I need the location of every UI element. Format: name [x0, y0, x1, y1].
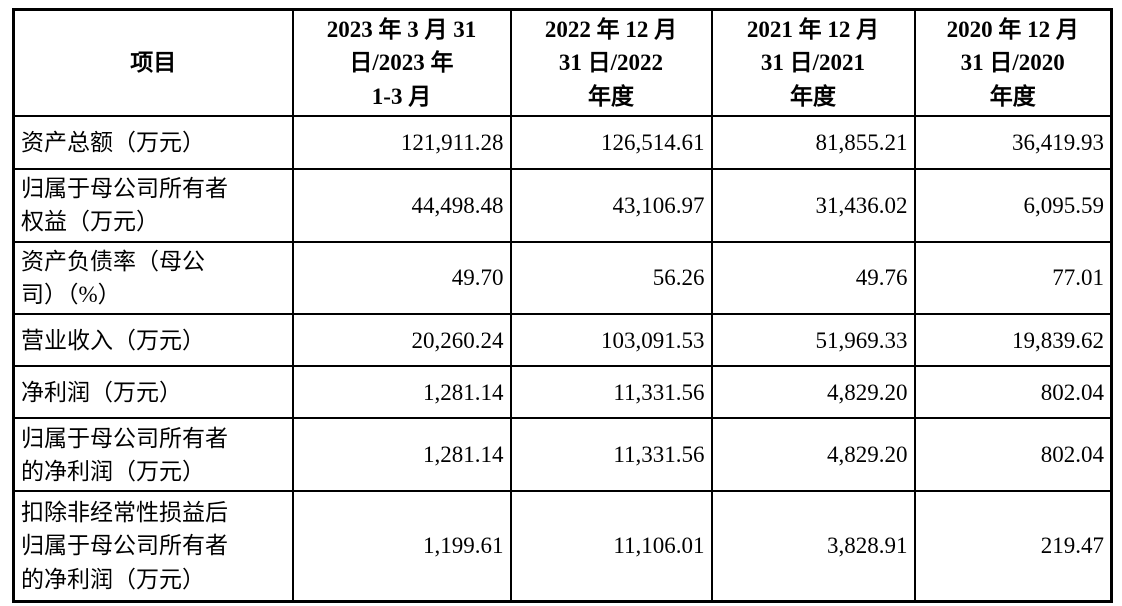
table-row-debt-ratio: 资产负债率（母公 司）（%） 49.70 56.26 49.76 77.01 — [12, 240, 1113, 316]
cell-value: 1,281.14 — [291, 365, 512, 420]
financial-summary-table: 项目 2023 年 3 月 31 日/2023 年 1-3 月 2022 年 1… — [12, 8, 1113, 603]
header-cell-period-2023: 2023 年 3 月 31 日/2023 年 1-3 月 — [291, 8, 512, 118]
table-row-revenue: 营业收入（万元） 20,260.24 103,091.53 51,969.33 … — [12, 313, 1113, 368]
row-label: 净利润（万元） — [12, 365, 294, 420]
cell-value: 121,911.28 — [291, 115, 512, 171]
row-label: 营业收入（万元） — [12, 313, 294, 368]
cell-value: 11,106.01 — [509, 490, 713, 603]
cell-value: 3,828.91 — [710, 490, 916, 603]
cell-value: 4,829.20 — [710, 417, 916, 493]
header-cell-period-2020: 2020 年 12 月 31 日/2020 年度 — [913, 8, 1113, 118]
header-cell-item: 项目 — [12, 8, 294, 118]
cell-value: 44,498.48 — [291, 168, 512, 243]
cell-value: 1,281.14 — [291, 417, 512, 493]
cell-value: 49.70 — [291, 240, 512, 316]
table-row-total-assets: 资产总额（万元） 121,911.28 126,514.61 81,855.21… — [12, 115, 1113, 171]
cell-value: 11,331.56 — [509, 365, 713, 420]
header-row: 项目 2023 年 3 月 31 日/2023 年 1-3 月 2022 年 1… — [12, 8, 1113, 118]
cell-value: 11,331.56 — [509, 417, 713, 493]
cell-value: 802.04 — [913, 365, 1113, 420]
cell-value: 4,829.20 — [710, 365, 916, 420]
cell-value: 31,436.02 — [710, 168, 916, 243]
row-label: 扣除非经常性损益后 归属于母公司所有者 的净利润（万元） — [12, 490, 294, 603]
cell-value: 103,091.53 — [509, 313, 713, 368]
table-row-parent-equity: 归属于母公司所有者 权益（万元） 44,498.48 43,106.97 31,… — [12, 168, 1113, 243]
table-row-deducted-net-profit: 扣除非经常性损益后 归属于母公司所有者 的净利润（万元） 1,199.61 11… — [12, 490, 1113, 603]
header-cell-period-2021: 2021 年 12 月 31 日/2021 年度 — [710, 8, 916, 118]
table-row-net-profit: 净利润（万元） 1,281.14 11,331.56 4,829.20 802.… — [12, 365, 1113, 420]
row-label: 归属于母公司所有者 权益（万元） — [12, 168, 294, 243]
cell-value: 219.47 — [913, 490, 1113, 603]
cell-value: 49.76 — [710, 240, 916, 316]
cell-value: 1,199.61 — [291, 490, 512, 603]
cell-value: 36,419.93 — [913, 115, 1113, 171]
row-label: 资产负债率（母公 司）（%） — [12, 240, 294, 316]
cell-value: 81,855.21 — [710, 115, 916, 171]
cell-value: 19,839.62 — [913, 313, 1113, 368]
row-label: 归属于母公司所有者 的净利润（万元） — [12, 417, 294, 493]
header-cell-period-2022: 2022 年 12 月 31 日/2022 年度 — [509, 8, 713, 118]
cell-value: 43,106.97 — [509, 168, 713, 243]
cell-value: 20,260.24 — [291, 313, 512, 368]
table-row-parent-net-profit: 归属于母公司所有者 的净利润（万元） 1,281.14 11,331.56 4,… — [12, 417, 1113, 493]
cell-value: 77.01 — [913, 240, 1113, 316]
cell-value: 126,514.61 — [509, 115, 713, 171]
cell-value: 6,095.59 — [913, 168, 1113, 243]
cell-value: 56.26 — [509, 240, 713, 316]
cell-value: 51,969.33 — [710, 313, 916, 368]
cell-value: 802.04 — [913, 417, 1113, 493]
row-label: 资产总额（万元） — [12, 115, 294, 171]
